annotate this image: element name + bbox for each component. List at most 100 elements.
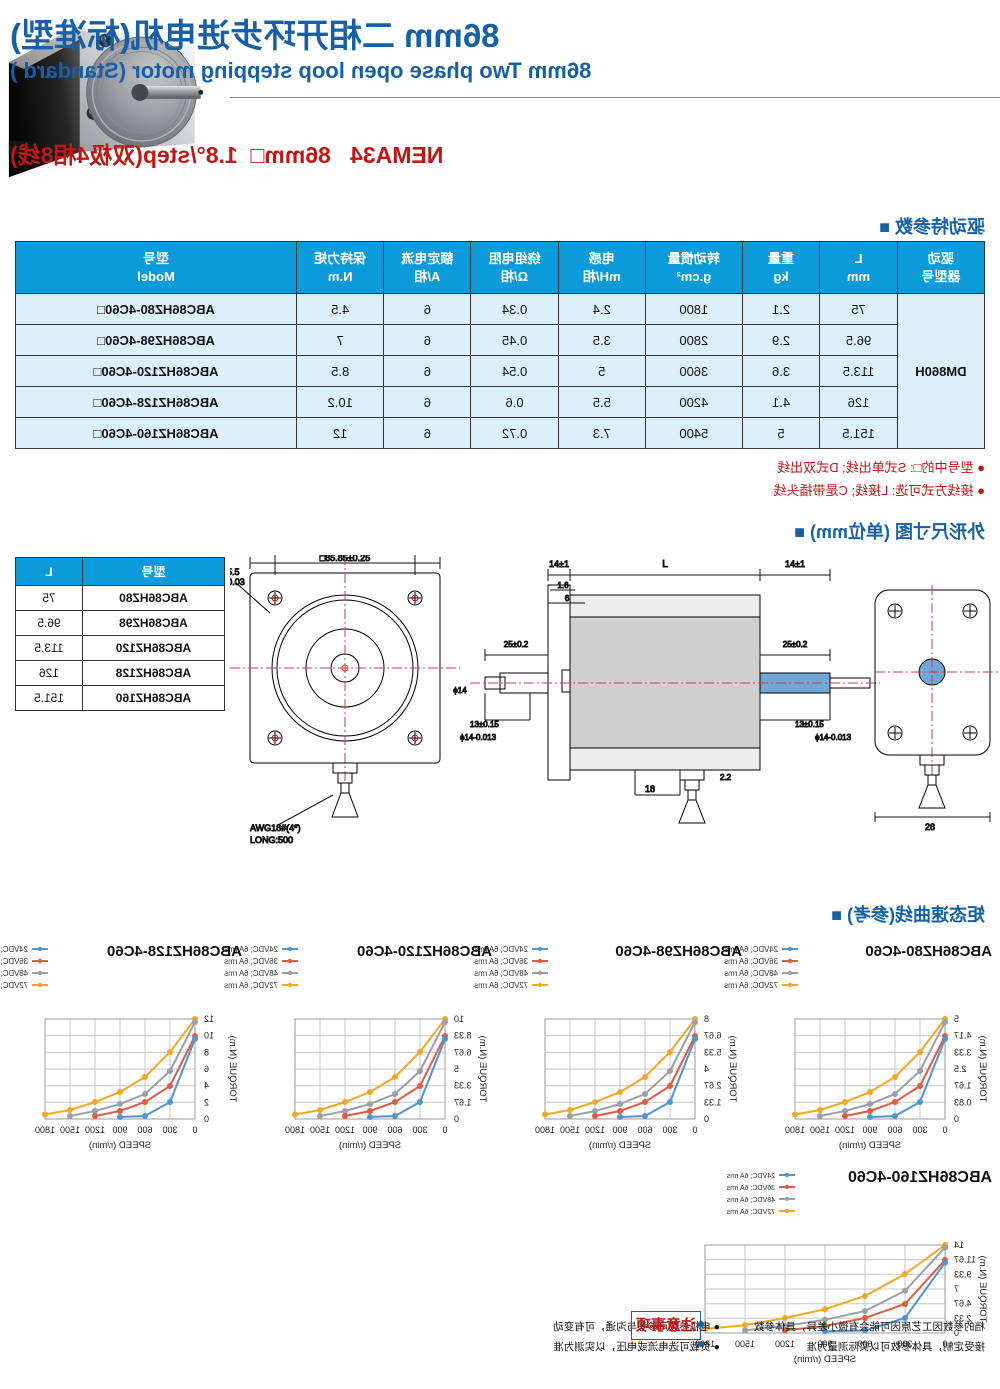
svg-text:1200: 1200 <box>835 1125 855 1135</box>
svg-text:1.67: 1.67 <box>954 1081 972 1091</box>
svg-text:18: 18 <box>645 784 655 794</box>
svg-text:7: 7 <box>954 1284 959 1294</box>
svg-text:ABC86HZ160-4C60: ABC86HZ160-4C60 <box>848 1169 992 1186</box>
svg-text:6.67: 6.67 <box>454 1047 472 1057</box>
svg-text:72VDC; 6A rms: 72VDC; 6A rms <box>474 981 528 990</box>
svg-text:2.2: 2.2 <box>720 773 732 782</box>
svg-text:2.5: 2.5 <box>954 1064 967 1074</box>
svg-text:3.33: 3.33 <box>954 1047 972 1057</box>
svg-text:36VDC; 6A rms: 36VDC; 6A rms <box>726 1185 775 1192</box>
svg-text:L: L <box>662 559 668 570</box>
svg-text:6: 6 <box>565 594 570 603</box>
svg-text:28: 28 <box>925 822 935 832</box>
svg-text:5: 5 <box>954 1014 959 1024</box>
svg-text:ϕ5.5: ϕ5.5 <box>230 567 240 577</box>
svg-text:48VDC; 6A rms: 48VDC; 6A rms <box>474 969 528 978</box>
svg-text:1800: 1800 <box>785 1125 805 1135</box>
svg-text:TORQUE (N.m): TORQUE (N.m) <box>977 1256 988 1323</box>
svg-text:1200: 1200 <box>85 1125 105 1135</box>
svg-text:1500: 1500 <box>560 1125 580 1135</box>
svg-text:900: 900 <box>862 1125 877 1135</box>
svg-text:1500: 1500 <box>810 1125 830 1135</box>
svg-text:0: 0 <box>692 1125 697 1135</box>
svg-text:300: 300 <box>912 1125 927 1135</box>
svg-text:24VDC; 6A rms: 24VDC; 6A rms <box>726 1173 775 1180</box>
svg-text:LONG:500: LONG:500 <box>250 835 293 845</box>
svg-text:0: 0 <box>942 1125 947 1135</box>
svg-text:5: 5 <box>454 1064 459 1074</box>
svg-text:11.67: 11.67 <box>954 1255 976 1265</box>
svg-text:0: 0 <box>454 1114 459 1124</box>
svg-text:1200: 1200 <box>335 1125 355 1135</box>
svg-text:4.17: 4.17 <box>954 1031 972 1041</box>
svg-text:14: 14 <box>954 1240 964 1250</box>
svg-text:6.67: 6.67 <box>704 1031 722 1041</box>
svg-text:0: 0 <box>442 1125 447 1135</box>
svg-text:+0.03: +0.03 <box>230 577 245 587</box>
svg-text:600: 600 <box>887 1125 902 1135</box>
svg-text:1500: 1500 <box>310 1125 330 1135</box>
svg-text:ABC86HZ128-4C60: ABC86HZ128-4C60 <box>107 943 242 960</box>
svg-text:AWG18#(4*): AWG18#(4*) <box>250 823 301 833</box>
svg-text:10: 10 <box>204 1031 214 1041</box>
svg-text:ABC86HZ98-4C60: ABC86HZ98-4C60 <box>615 943 742 960</box>
svg-text:1800: 1800 <box>35 1125 55 1135</box>
svg-text:2.67: 2.67 <box>704 1081 722 1091</box>
svg-text:48VDC; 6A rms: 48VDC; 6A rms <box>724 969 778 978</box>
svg-text:13±0.15: 13±0.15 <box>795 720 824 729</box>
svg-text:0: 0 <box>954 1114 959 1124</box>
svg-text:0.83: 0.83 <box>954 1097 972 1107</box>
svg-text:10: 10 <box>454 1014 464 1024</box>
svg-text:1.67: 1.67 <box>454 1097 472 1107</box>
svg-text:48VDC; 6A rms: 48VDC; 6A rms <box>0 969 28 978</box>
svg-text:SPEED (r/min): SPEED (r/min) <box>339 1140 401 1151</box>
svg-text:1800: 1800 <box>535 1125 555 1135</box>
svg-text:600: 600 <box>137 1125 152 1135</box>
svg-text:ϕ14: ϕ14 <box>453 686 467 695</box>
svg-text:ϕ14-0.013: ϕ14-0.013 <box>815 733 852 742</box>
svg-text:SPEED (r/min): SPEED (r/min) <box>89 1140 151 1151</box>
svg-text:900: 900 <box>112 1125 127 1135</box>
svg-text:600: 600 <box>387 1125 402 1135</box>
svg-text:1200: 1200 <box>585 1125 605 1135</box>
svg-text:13±0.15: 13±0.15 <box>470 720 499 729</box>
svg-text:TORQUE (N.m): TORQUE (N.m) <box>477 1036 488 1103</box>
svg-text:48VDC; 6A rms: 48VDC; 6A rms <box>224 969 278 978</box>
svg-text:900: 900 <box>612 1125 627 1135</box>
svg-text:3.33: 3.33 <box>454 1081 472 1091</box>
svg-text:48VDC; 6A rms: 48VDC; 6A rms <box>726 1197 775 1204</box>
svg-text:1.6: 1.6 <box>557 581 569 590</box>
svg-text:8: 8 <box>204 1047 209 1057</box>
svg-text:TORQUE (N.m): TORQUE (N.m) <box>977 1036 988 1103</box>
svg-text:14±1: 14±1 <box>785 559 805 569</box>
svg-text:1.33: 1.33 <box>704 1097 722 1107</box>
svg-text:4.67: 4.67 <box>954 1299 972 1309</box>
svg-text:2: 2 <box>204 1097 209 1107</box>
svg-text:ABC86HZ120-4C60: ABC86HZ120-4C60 <box>357 943 492 960</box>
svg-text:ABC86HZ80-4C60: ABC86HZ80-4C60 <box>865 943 992 960</box>
svg-text:12: 12 <box>204 1014 214 1024</box>
svg-text:1800: 1800 <box>285 1125 305 1135</box>
svg-text:8.33: 8.33 <box>454 1031 472 1041</box>
svg-text:0: 0 <box>704 1114 709 1124</box>
svg-text:25±0.2: 25±0.2 <box>783 640 808 649</box>
svg-text:900: 900 <box>362 1125 377 1135</box>
svg-text:72VDC; 6A rms: 72VDC; 6A rms <box>724 981 778 990</box>
svg-text:0: 0 <box>192 1125 197 1135</box>
svg-text:72VDC; 6A rms: 72VDC; 6A rms <box>0 981 28 990</box>
svg-text:SPEED (r/min): SPEED (r/min) <box>839 1140 901 1151</box>
svg-text:300: 300 <box>412 1125 427 1135</box>
svg-text:8: 8 <box>704 1014 709 1024</box>
svg-text:5.33: 5.33 <box>704 1047 722 1057</box>
svg-text:SPEED (r/min): SPEED (r/min) <box>589 1140 651 1151</box>
svg-text:TORQUE (N.m): TORQUE (N.m) <box>227 1036 238 1103</box>
svg-text:300: 300 <box>662 1125 677 1135</box>
svg-text:72VDC; 6A rms: 72VDC; 6A rms <box>224 981 278 990</box>
svg-text:36VDC; 6A rms: 36VDC; 6A rms <box>0 957 28 966</box>
svg-text:6: 6 <box>204 1064 209 1074</box>
svg-text:ϕ14-0.013: ϕ14-0.013 <box>460 733 497 742</box>
svg-text:SPEED (r/min): SPEED (r/min) <box>794 1354 856 1365</box>
svg-text:1500: 1500 <box>60 1125 80 1135</box>
svg-text:9.33: 9.33 <box>954 1269 972 1279</box>
svg-text:4: 4 <box>704 1064 709 1074</box>
